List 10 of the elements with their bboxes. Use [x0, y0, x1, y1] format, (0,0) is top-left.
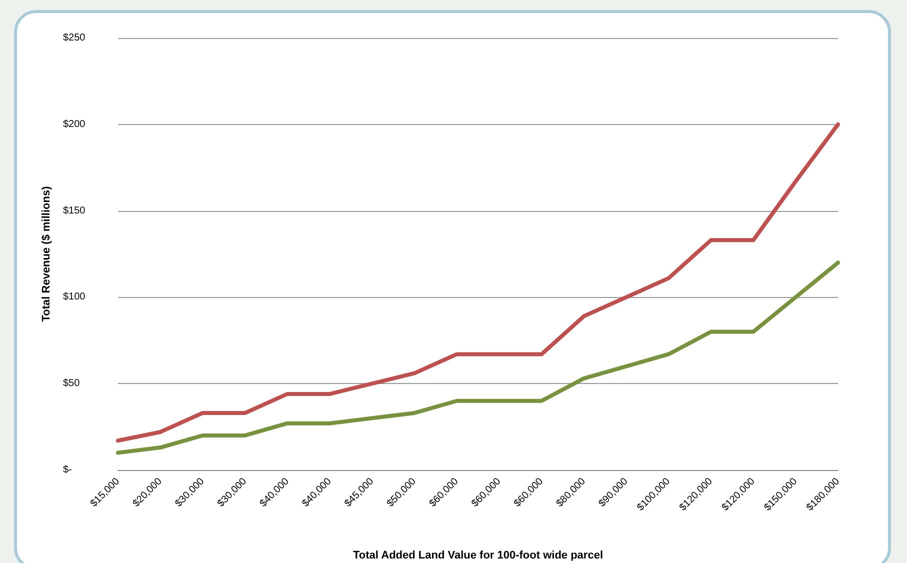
line-series [116, 260, 840, 455]
y-tick-label: $- [63, 464, 72, 476]
line-series [116, 122, 840, 443]
y-tick-label: $250 [63, 32, 86, 44]
y-axis-title: Total Revenue ($ millions) [40, 186, 53, 322]
y-tick-label: $100 [63, 292, 86, 303]
y-tick-label: $200 [63, 118, 86, 130]
y-tick-label: $50 [63, 378, 80, 390]
x-axis-title: Total Added Land Value for 100-foot wide parcel [353, 550, 603, 562]
y-tick-label: $150 [63, 205, 86, 216]
